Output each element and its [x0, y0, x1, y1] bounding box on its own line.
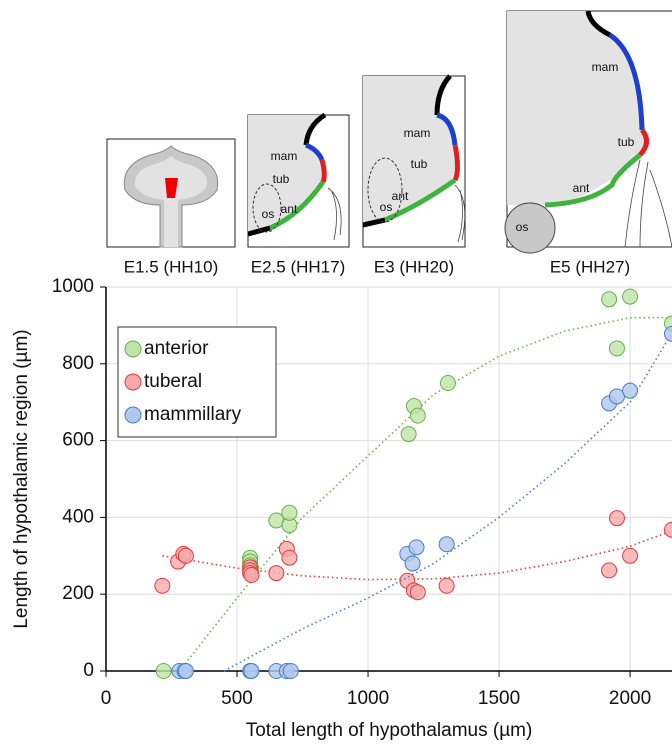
- panel-label: E2.5 (HH17): [251, 257, 345, 276]
- point: [609, 511, 624, 526]
- panel-label: E5 (HH27): [550, 257, 630, 276]
- legend-label: tuberal: [144, 371, 202, 392]
- point: [440, 376, 455, 391]
- x-tick-label: 500: [221, 688, 253, 709]
- panel-annotation: mam: [271, 149, 298, 163]
- panel-annotation: mam: [404, 126, 431, 140]
- point: [602, 292, 617, 307]
- point: [410, 408, 425, 423]
- y-tick-label: 200: [62, 583, 94, 604]
- panel-label: E3 (HH20): [374, 257, 454, 276]
- point: [283, 664, 298, 679]
- y-tick-label: 800: [62, 353, 94, 374]
- panel-annotation: ant: [573, 181, 590, 195]
- point: [282, 550, 297, 565]
- x-axis-label: Total length of hypothalamus (µm): [246, 720, 533, 741]
- panel-annotation: ant: [281, 202, 298, 216]
- legend-marker: [125, 407, 141, 423]
- y-tick-label: 0: [83, 660, 94, 681]
- point: [282, 505, 297, 520]
- legend-marker: [125, 374, 141, 390]
- point: [155, 578, 170, 593]
- legend-label: mammillary: [144, 404, 242, 425]
- point: [156, 664, 171, 679]
- point: [409, 540, 424, 555]
- x-tick-label: 1000: [347, 688, 389, 709]
- x-tick-label: 0: [101, 688, 112, 709]
- point: [178, 548, 193, 563]
- point: [602, 563, 617, 578]
- point: [244, 568, 259, 583]
- y-tick-label: 1000: [52, 276, 94, 297]
- panel-annotation: tub: [618, 135, 635, 149]
- y-axis-label: Length of hypothalamic region (µm): [11, 329, 32, 628]
- point: [623, 548, 638, 563]
- point: [178, 664, 193, 679]
- point: [401, 427, 416, 442]
- panel-label: E1.5 (HH10): [124, 257, 218, 276]
- point: [609, 341, 624, 356]
- y-tick-label: 400: [62, 506, 94, 527]
- x-tick-label: 2000: [609, 688, 651, 709]
- panel-annotation: mam: [592, 60, 619, 74]
- point: [269, 566, 284, 581]
- panel-annotation: ant: [392, 189, 409, 203]
- point: [623, 289, 638, 304]
- point: [439, 578, 454, 593]
- panel-annotation: tub: [273, 172, 290, 186]
- point: [439, 537, 454, 552]
- point: [410, 585, 425, 600]
- point: [623, 383, 638, 398]
- panel-annotation: tub: [411, 157, 428, 171]
- legend-label: anterior: [144, 338, 209, 359]
- point: [244, 664, 259, 679]
- panel-annotation: os: [380, 200, 393, 214]
- panel-annotation: os: [516, 220, 529, 234]
- legend-marker: [125, 341, 141, 357]
- panel-annotation: os: [262, 207, 275, 221]
- point: [405, 556, 420, 571]
- x-tick-label: 1500: [478, 688, 520, 709]
- y-tick-label: 600: [62, 430, 94, 451]
